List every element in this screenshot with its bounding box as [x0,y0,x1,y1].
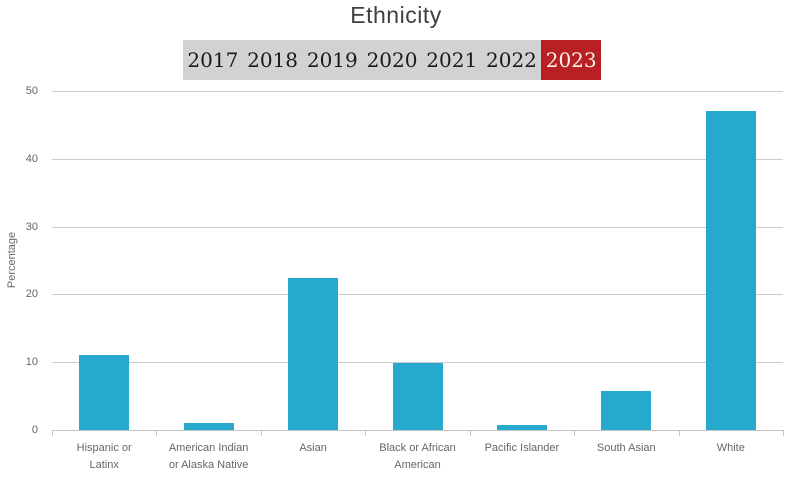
tab-2021[interactable]: 2021 [426,48,478,72]
gridline-30 [52,226,783,228]
x-axis-tick [470,430,471,436]
bar-pacific-islander[interactable] [496,425,547,430]
x-axis-tick [783,430,784,436]
gridline-20 [52,294,783,296]
category-label-line: South Asian [596,442,656,454]
category-label-south-asian: South Asian [574,440,678,457]
tab-2019[interactable]: 2019 [306,48,358,72]
bar-asian[interactable] [288,278,339,430]
bar-hispanic-or-latinx[interactable] [79,355,130,430]
year-tabs: 2017 2018 2019 2020 2021 2022 2023 [183,40,602,80]
x-axis-tick [156,430,157,436]
x-axis-tick [261,430,262,436]
category-label-asian: Asian [261,440,365,457]
category-label-line: Pacific Islander [484,442,560,454]
gridline-50 [52,91,783,92]
y-tick-label-50: 50 [25,85,38,97]
x-axis-tick [679,430,680,436]
category-label-line: American [394,459,441,472]
category-label-line: Hispanic or [76,442,132,454]
category-label-black-or-african-american: Black or African American [365,440,469,474]
y-tick-label-0: 0 [31,424,38,436]
x-axis-tick [52,430,53,436]
x-axis-tick [365,430,366,436]
y-tick-label-30: 30 [25,220,38,233]
y-tick-label-10: 10 [25,356,38,369]
category-label-hispanic-or-latinx: Hispanic or Latinx [52,440,156,474]
x-axis-line [52,430,783,431]
tab-2023[interactable]: 2023 [541,40,602,80]
y-tick-label-40: 40 [25,152,38,165]
category-label-line: Latinx [89,459,119,472]
tab-2018[interactable]: 2018 [247,48,299,72]
category-label-line: American Indian [168,442,249,454]
y-axis-title: Percentage [6,231,18,289]
chart-title: Ethnicity [350,2,442,28]
category-label-line: Asian [299,442,327,454]
category-label-white: White [679,440,783,457]
x-axis-tick [574,430,575,436]
gridline-40 [52,158,783,160]
gridline-10 [52,362,783,364]
bar-black-or-african-american[interactable] [392,362,443,430]
bar-south-asian[interactable] [601,391,652,430]
category-label-pacific-islander: Pacific Islander [470,440,574,457]
category-label-line: White [716,442,745,454]
category-label-line: or Alaska Native [168,459,249,472]
tab-2022[interactable]: 2022 [486,48,537,72]
tab-2020[interactable]: 2020 [366,48,418,72]
y-tick-label-20: 20 [25,288,38,301]
bar-american-indian-or-alaska-native[interactable] [183,422,234,430]
category-label-line: Black or African [379,442,456,454]
tab-2017[interactable]: 2017 [187,48,239,72]
bar-white[interactable] [705,111,756,430]
category-label-american-indian-or-alaska-native: American Indian or Alaska Native [156,440,260,474]
